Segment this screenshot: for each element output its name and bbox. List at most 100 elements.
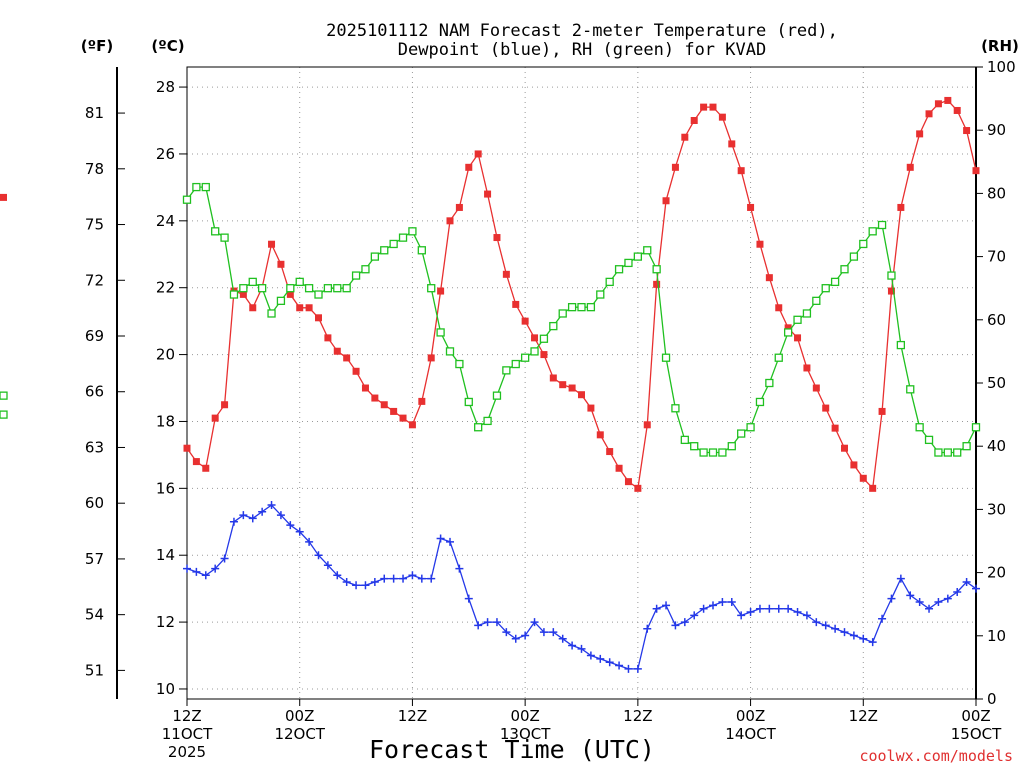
data-point xyxy=(558,634,567,643)
data-point xyxy=(0,391,8,400)
data-point xyxy=(295,527,304,536)
celsius-tick-label: 20 xyxy=(156,346,175,364)
data-point xyxy=(775,304,783,312)
data-point xyxy=(615,464,623,472)
data-point xyxy=(276,296,286,305)
data-point xyxy=(812,384,820,392)
fahrenheit-tick-label: 72 xyxy=(85,271,104,289)
data-point xyxy=(878,407,886,415)
axis-tick-labels: 10 12 14 16 18 20 22 24 26 28 51 54 57 60 63 66 69 72 75 78… xyxy=(85,58,1016,761)
data-point xyxy=(427,354,435,362)
data-point xyxy=(586,651,595,660)
data-point xyxy=(718,448,727,457)
data-point xyxy=(0,193,7,201)
data-point xyxy=(408,571,417,580)
credit-link[interactable]: coolwx.com/models xyxy=(859,747,1013,765)
data-point xyxy=(531,334,539,342)
data-point xyxy=(605,658,614,667)
time-tick-label: 12Z xyxy=(623,707,652,725)
data-point xyxy=(962,577,971,586)
data-point xyxy=(267,309,276,318)
data-point xyxy=(624,664,633,673)
data-point xyxy=(483,416,492,426)
data-point xyxy=(934,448,943,457)
data-point xyxy=(643,246,652,255)
data-point xyxy=(192,182,201,192)
data-point xyxy=(295,277,304,287)
data-point xyxy=(343,354,351,362)
time-tick-label-line: 15OCT xyxy=(951,725,1002,743)
data-point xyxy=(540,351,548,359)
data-point xyxy=(455,564,464,573)
celsius-tick-label: 16 xyxy=(156,479,175,497)
fahrenheit-unit-label: (ºF) xyxy=(81,37,113,55)
data-point xyxy=(333,284,342,293)
data-point xyxy=(850,461,858,469)
data-point xyxy=(521,631,530,640)
data-point xyxy=(803,364,811,372)
data-point xyxy=(464,397,473,407)
data-point xyxy=(418,397,426,405)
data-point xyxy=(793,608,802,617)
data-point xyxy=(399,574,408,583)
celsius-tick-label: 22 xyxy=(156,279,175,297)
data-point xyxy=(352,367,360,375)
data-point xyxy=(681,133,689,141)
data-point xyxy=(474,621,483,630)
data-point xyxy=(859,634,868,643)
data-point xyxy=(661,353,671,362)
data-point xyxy=(718,598,727,607)
data-point xyxy=(774,353,783,362)
data-point xyxy=(361,265,370,274)
data-point xyxy=(906,591,915,600)
time-tick-label-line: 12Z xyxy=(623,707,652,725)
data-point xyxy=(352,581,361,590)
data-point xyxy=(248,277,257,287)
data-point xyxy=(578,391,585,399)
data-point xyxy=(286,290,294,298)
data-point xyxy=(708,448,718,457)
data-point xyxy=(268,240,276,248)
data-point xyxy=(887,271,896,280)
data-point xyxy=(484,190,492,198)
data-point xyxy=(756,240,764,248)
data-point xyxy=(896,340,906,350)
data-point xyxy=(286,521,295,530)
data-point xyxy=(474,150,482,158)
data-point xyxy=(539,628,548,637)
data-point xyxy=(737,611,746,620)
data-point xyxy=(436,534,445,543)
data-point xyxy=(276,511,285,520)
fahrenheit-tick-label: 69 xyxy=(85,327,104,345)
data-point xyxy=(521,317,529,325)
data-point xyxy=(652,265,661,274)
rh-tick-label: 10 xyxy=(987,627,1006,645)
data-point xyxy=(445,347,455,356)
data-point xyxy=(511,359,520,369)
data-point xyxy=(183,444,191,452)
data-point xyxy=(896,574,905,583)
data-point xyxy=(577,303,586,312)
data-point xyxy=(906,163,914,171)
data-point xyxy=(577,644,586,653)
data-point xyxy=(859,474,867,482)
data-point xyxy=(258,507,267,516)
data-point xyxy=(746,423,755,432)
rh-tick-label: 30 xyxy=(987,500,1006,518)
data-point xyxy=(831,424,839,432)
data-point xyxy=(192,567,201,576)
data-point xyxy=(370,252,380,261)
data-point xyxy=(868,638,877,647)
x-axis-title: Forecast Time (UTC) xyxy=(369,735,655,764)
data-point xyxy=(183,564,191,573)
data-point xyxy=(671,621,680,630)
fahrenheit-tick-label: 63 xyxy=(85,438,104,456)
data-point xyxy=(887,287,895,295)
data-point xyxy=(962,442,971,451)
axes xyxy=(116,66,977,700)
data-point xyxy=(878,614,887,623)
time-tick-label-line: 00Z xyxy=(285,707,314,725)
data-point xyxy=(774,604,783,613)
data-point xyxy=(333,571,342,580)
data-point xyxy=(539,334,549,343)
